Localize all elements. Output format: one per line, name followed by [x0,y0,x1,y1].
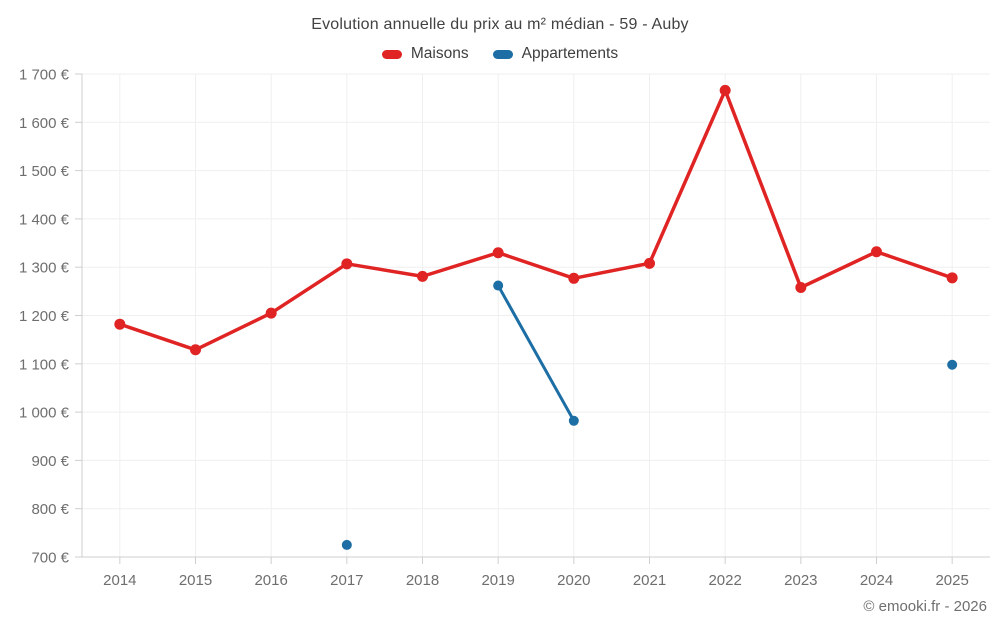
data-point-appartements-2017[interactable] [341,539,352,550]
y-axis-tick-label: 700 € [31,550,69,567]
series-line-appartements [496,284,576,423]
y-axis-tick-label: 1 600 € [19,115,70,132]
data-point-maisons-2017[interactable] [341,258,353,270]
x-axis-tick-label: 2014 [103,572,136,589]
x-axis-tick-label: 2021 [633,572,666,589]
x-axis-tick-label: 2016 [254,572,287,589]
x-axis-tick-label: 2024 [860,572,893,589]
data-point-maisons-2023[interactable] [795,281,807,293]
x-axis-tick-label: 2025 [935,572,968,589]
data-point-maisons-2015[interactable] [190,344,201,356]
y-axis-tick-label: 1 500 € [19,163,70,180]
chart-legend: Maisons Appartements [0,45,1000,63]
legend-item-appartements[interactable]: Appartements [492,45,619,63]
y-axis-tick-label: 1 300 € [19,260,70,277]
data-point-appartements-2019[interactable] [493,280,504,291]
x-axis-tick-label: 2018 [406,572,439,589]
data-point-maisons-2020[interactable] [568,272,580,284]
x-axis-tick-label: 2015 [179,572,212,589]
data-point-maisons-2014[interactable] [114,318,126,330]
data-point-maisons-2016[interactable] [265,307,277,319]
series-line-maisons [118,88,954,352]
data-point-maisons-2025[interactable] [946,272,958,284]
data-point-appartements-2025[interactable] [947,359,958,370]
legend-label-appartements: Appartements [521,45,619,62]
y-axis-tick-label: 1 700 € [19,67,70,84]
x-axis-tick-label: 2017 [330,572,363,589]
x-axis-tick-label: 2020 [557,572,590,589]
x-axis-tick-label: 2023 [784,572,817,589]
y-axis-tick-label: 1 200 € [19,308,70,325]
y-axis-tick-label: 800 € [31,501,69,518]
copyright-footer: © emooki.fr - 2026 [863,598,987,615]
data-point-maisons-2022[interactable] [719,84,731,96]
legend-item-maisons[interactable]: Maisons [381,45,469,63]
legend-label-maisons: Maisons [410,45,469,62]
y-axis-tick-label: 900 € [31,453,69,470]
data-point-maisons-2019[interactable] [492,247,504,259]
data-point-appartements-2020[interactable] [568,415,579,426]
x-axis-tick-label: 2022 [708,572,741,589]
appartements-series-swatch-icon [492,49,513,59]
y-axis-tick-label: 1 400 € [19,211,70,228]
data-point-maisons-2018[interactable] [417,270,428,282]
y-axis-tick-label: 1 000 € [19,405,70,422]
data-point-maisons-2024[interactable] [871,246,882,258]
maisons-series-swatch-icon [381,49,402,59]
y-axis-tick-label: 1 100 € [19,356,70,373]
chart-title: Evolution annuelle du prix au m² médian … [311,16,689,33]
x-axis-tick-label: 2019 [481,572,514,589]
data-point-maisons-2021[interactable] [644,257,655,269]
